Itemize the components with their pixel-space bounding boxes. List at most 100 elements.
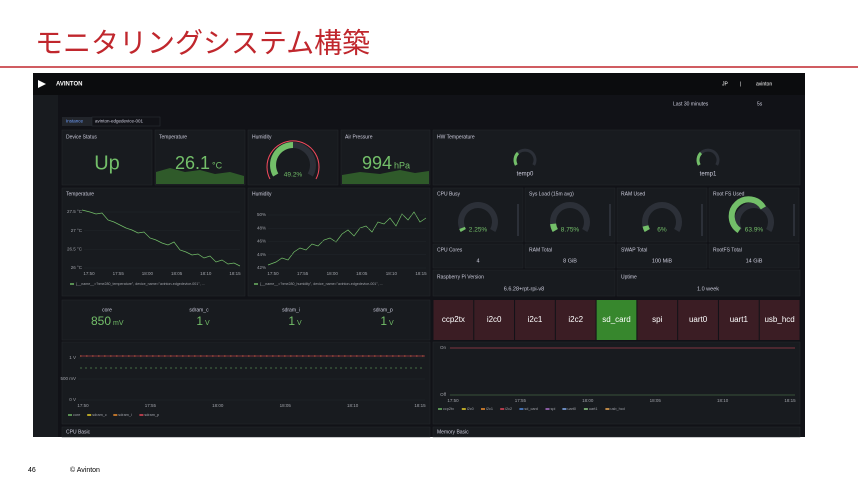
legend-swatch: [438, 408, 442, 410]
legend-swatch: [68, 414, 72, 416]
x-tick-label: 17:55: [113, 271, 125, 276]
gauge-value: 2.25%: [469, 227, 488, 234]
legend-label: i2c1: [486, 407, 493, 411]
stat-value: 26.1: [175, 153, 210, 173]
x-tick-label: 18:00: [582, 398, 594, 403]
panel: [616, 187, 708, 243]
voltage-name: sdram_i: [282, 307, 300, 313]
gauge-fill: [459, 226, 466, 233]
dashboard: AVINTON JP | avinton Last 30 minutes 5s …: [33, 73, 805, 438]
panel-title: Raspberry Pi Version: [437, 274, 484, 280]
y-tick-label: On: [440, 345, 447, 350]
legend-swatch: [461, 408, 466, 410]
x-tick-label: 18:00: [327, 271, 339, 276]
panel-title: RAM Total: [529, 247, 552, 253]
state-box[interactable]: [718, 300, 759, 340]
state-box[interactable]: [759, 300, 800, 340]
gauge-bar: [517, 204, 519, 236]
x-tick-label: 18:15: [414, 403, 426, 408]
gauge-fill: [642, 225, 650, 232]
time-range[interactable]: Last 30 minutes: [673, 101, 709, 107]
gauge-track: [734, 202, 774, 232]
series-line: [267, 211, 427, 266]
x-tick-label: 17:55: [297, 271, 309, 276]
voltage-unit: mV: [113, 320, 124, 327]
panel: [616, 243, 708, 269]
variable-value[interactable]: avinton-edgedevice-001: [95, 119, 144, 124]
legend-swatch: [481, 408, 485, 410]
y-tick-label: 42%: [257, 265, 266, 270]
state-label: ccp2tx: [442, 315, 465, 324]
gauge-track: [550, 202, 590, 232]
state-box[interactable]: [555, 300, 596, 340]
stat-unit: hPa: [394, 160, 410, 170]
x-tick-label: 18:10: [386, 271, 398, 276]
state-label: sd_card: [602, 315, 630, 324]
panel-title: Air Pressure: [345, 134, 373, 140]
series-line: [81, 209, 241, 267]
state-label: i2c0: [487, 315, 502, 324]
legend-label: spi: [551, 407, 556, 411]
state-label: uart1: [730, 315, 749, 324]
legend-label: {__name__="bme280_temperature", device_n…: [76, 282, 205, 286]
panel-title: HW Temperature: [437, 134, 475, 140]
legend-label: {__name__="bme280_humidity", device_name…: [260, 282, 383, 286]
state-box[interactable]: [678, 300, 718, 340]
voltage-value: 850: [91, 314, 111, 328]
x-tick-label: 17:50: [77, 403, 89, 408]
legend-label: sdram_c: [92, 413, 107, 417]
gauge-bar: [701, 204, 703, 236]
total-value: 14 GiB: [746, 258, 763, 264]
state-box[interactable]: [637, 300, 678, 340]
y-tick-label: 0 V: [69, 397, 76, 402]
panel-title: CPU Basic: [66, 429, 91, 435]
gauge-label: temp0: [517, 172, 534, 178]
state-label: i2c2: [568, 315, 583, 324]
x-tick-label: 18:10: [200, 271, 212, 276]
x-tick-label: 18:15: [784, 398, 796, 403]
legend-swatch: [254, 283, 258, 285]
x-tick-label: 17:50: [447, 398, 459, 403]
gauge-value: 49.2%: [284, 172, 303, 179]
state-box[interactable]: [515, 300, 555, 340]
state-label: uart0: [689, 315, 708, 324]
x-tick-label: 18:05: [171, 271, 183, 276]
gauge-fill: [550, 223, 558, 232]
panel-title: CPU Busy: [437, 191, 461, 197]
panel-title: Humidity: [252, 134, 272, 140]
stat-value: Up: [94, 152, 120, 174]
voltage-value: 1: [196, 314, 203, 328]
voltage-name: sdram_c: [189, 307, 209, 313]
y-tick-label: 27.5 °C: [67, 209, 83, 214]
legend-label: ccp2tx: [443, 407, 454, 411]
y-tick-label: 1 V: [69, 355, 76, 360]
stat-value: 994: [362, 153, 392, 173]
state-box[interactable]: [474, 300, 515, 340]
gauge-bar: [793, 204, 795, 236]
x-tick-label: 18:00: [212, 403, 224, 408]
legend-label: core: [73, 413, 80, 417]
stat-unit: °C: [212, 160, 223, 170]
state-label: i2c1: [528, 315, 543, 324]
refresh[interactable]: 5s: [757, 101, 763, 107]
panel-title: Temperature: [159, 134, 187, 140]
legend-swatch: [605, 408, 610, 410]
user[interactable]: avinton: [756, 81, 772, 87]
x-tick-label: 18:15: [229, 271, 241, 276]
y-tick-label: 50%: [257, 212, 266, 217]
y-tick-label: 46%: [257, 239, 266, 244]
state-box[interactable]: [596, 300, 637, 340]
legend-swatch: [113, 414, 118, 416]
total-value: 8 GiB: [563, 258, 577, 264]
legend-swatch: [519, 408, 524, 410]
x-tick-label: 18:10: [717, 398, 729, 403]
lang[interactable]: JP: [722, 81, 729, 87]
gauge-fill: [728, 196, 767, 233]
x-tick-label: 18:10: [347, 403, 359, 408]
voltage-unit: V: [297, 320, 302, 327]
state-box[interactable]: [433, 300, 474, 340]
gauge-track: [458, 202, 498, 232]
legend-swatch: [139, 414, 144, 416]
legend-swatch: [500, 408, 505, 410]
legend-label: sdram_i: [118, 413, 132, 417]
